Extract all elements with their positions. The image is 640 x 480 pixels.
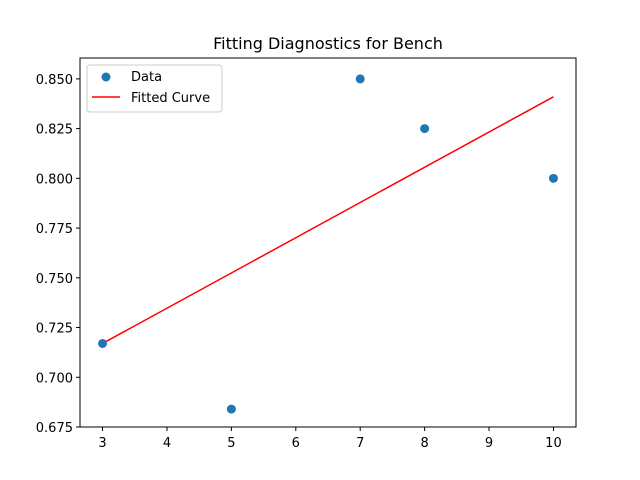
x-tick-label: 8 [420, 436, 428, 451]
x-tick-label: 7 [356, 436, 364, 451]
y-tick-label: 0.775 [36, 222, 73, 237]
legend-marker-data [101, 72, 111, 82]
x-tick-label: 9 [485, 436, 493, 451]
x-tick-label: 6 [292, 436, 300, 451]
data-point [355, 74, 365, 84]
y-tick-label: 0.725 [36, 322, 73, 337]
data-point [226, 404, 236, 414]
x-tick-label: 3 [98, 436, 106, 451]
legend-label-fitted-curve: Fitted Curve [131, 91, 210, 106]
plot-elements: 3 4 5 6 7 8 9 10 0.675 0.700 0.725 0.750 0.775 0.800 0… [36, 57, 577, 451]
x-tick-label: 4 [163, 436, 171, 451]
axes-frame [79, 57, 577, 428]
chart-title: Fitting Diagnostics for Bench [213, 34, 443, 53]
y-tick-label: 0.750 [36, 272, 73, 287]
x-tick-label: 5 [227, 436, 235, 451]
y-tick-label: 0.800 [36, 172, 73, 187]
legend-label-data: Data [131, 70, 162, 85]
y-tick-label: 0.700 [36, 371, 73, 386]
legend: Data Fitted Curve [86, 64, 223, 113]
data-point [98, 338, 108, 348]
fitted-curve-line [102, 96, 554, 345]
data-point [548, 173, 558, 183]
y-tick-label: 0.675 [36, 421, 73, 436]
y-tick-label: 0.850 [36, 73, 73, 88]
x-tick-label: 10 [545, 436, 562, 451]
data-point [420, 124, 430, 134]
y-tick-label: 0.825 [36, 123, 73, 138]
legend-frame [86, 64, 223, 113]
